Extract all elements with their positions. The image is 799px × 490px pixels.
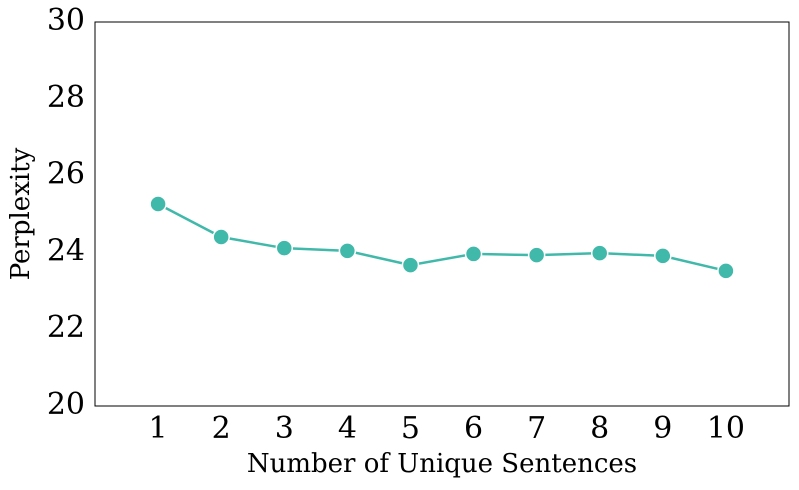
data-point bbox=[654, 247, 672, 265]
x-tick-label: 4 bbox=[338, 411, 357, 446]
y-tick-label: 26 bbox=[47, 157, 85, 192]
x-tick-label: 8 bbox=[590, 411, 609, 446]
plot-frame bbox=[94, 21, 790, 407]
x-tick-label: 2 bbox=[212, 411, 231, 446]
x-tick-label: 7 bbox=[527, 411, 546, 446]
y-axis-label: Perplexity bbox=[6, 147, 36, 280]
y-tick-label: 28 bbox=[47, 80, 85, 115]
y-tick-label: 30 bbox=[47, 3, 85, 38]
x-tick-label: 10 bbox=[707, 411, 745, 446]
y-tick-label: 24 bbox=[47, 233, 85, 268]
data-point bbox=[401, 256, 420, 274]
y-tick-label: 22 bbox=[47, 310, 85, 345]
x-tick-label: 3 bbox=[275, 411, 294, 446]
x-tick-label: 5 bbox=[401, 411, 420, 446]
data-point bbox=[212, 228, 230, 246]
data-point bbox=[717, 262, 735, 280]
data-point bbox=[275, 239, 294, 257]
data-point bbox=[464, 245, 483, 263]
data-point bbox=[527, 246, 546, 264]
x-tick-label: 6 bbox=[464, 411, 483, 446]
x-tick-label: 9 bbox=[653, 411, 672, 446]
data-point bbox=[590, 244, 609, 262]
x-tick-label: 1 bbox=[149, 411, 168, 446]
y-tick-label: 20 bbox=[47, 387, 85, 422]
series-line bbox=[157, 202, 727, 273]
data-point bbox=[338, 242, 357, 260]
data-point bbox=[149, 195, 167, 213]
x-axis-label: Number of Unique Sentences bbox=[247, 449, 637, 479]
